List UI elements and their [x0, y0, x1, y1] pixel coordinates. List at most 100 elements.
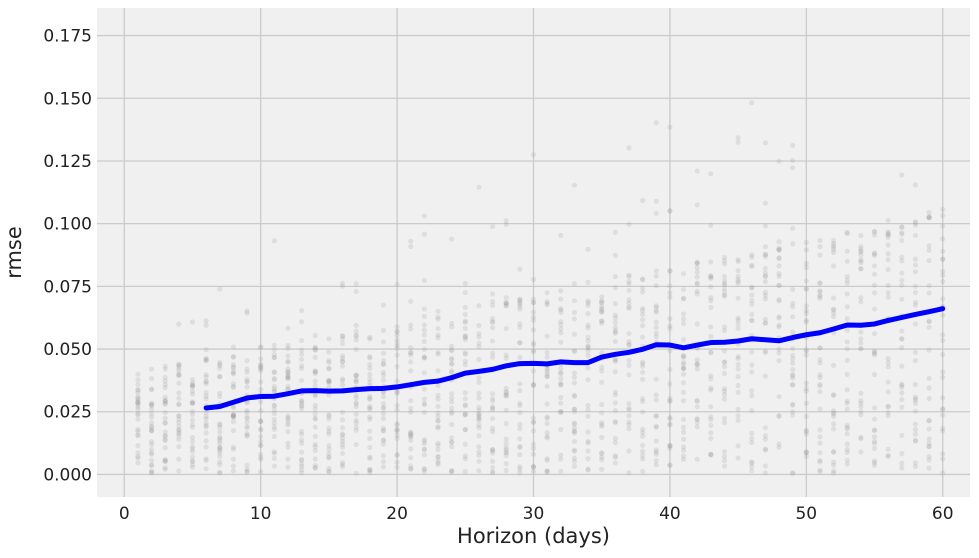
scatter-point — [721, 457, 728, 464]
scatter-point — [817, 440, 823, 446]
scatter-point — [503, 302, 509, 308]
scatter-point — [571, 463, 578, 469]
scatter-point — [667, 416, 673, 422]
scatter-point — [612, 435, 618, 442]
scatter-point — [258, 344, 264, 350]
scatter-point — [926, 426, 932, 432]
scatter-point — [326, 349, 332, 355]
scatter-point — [612, 358, 618, 365]
scatter-point — [244, 469, 250, 475]
scatter-point — [721, 359, 728, 365]
scatter-point — [885, 282, 891, 289]
scatter-point — [299, 428, 305, 435]
scatter-point — [162, 401, 168, 407]
scatter-point — [940, 406, 946, 412]
scatter-point — [421, 370, 427, 376]
scatter-point — [162, 465, 168, 471]
scatter-point — [762, 223, 768, 229]
scatter-point — [803, 453, 809, 459]
scatter-point — [462, 334, 468, 340]
scatter-point — [203, 444, 209, 450]
scatter-point — [380, 372, 387, 378]
scatter-point — [899, 224, 905, 230]
scatter-point — [476, 415, 482, 421]
scatter-point — [694, 360, 700, 366]
scatter-point — [817, 434, 823, 440]
scatter-point — [762, 254, 768, 260]
scatter-point — [708, 324, 714, 330]
scatter-point — [285, 353, 291, 359]
scatter-point — [299, 467, 305, 473]
scatter-point — [203, 372, 209, 378]
scatter-point — [203, 358, 209, 364]
scatter-point — [517, 402, 523, 409]
scatter-point — [244, 308, 250, 314]
scatter-point — [299, 400, 305, 406]
scatter-point — [394, 426, 400, 432]
scatter-point — [503, 445, 509, 451]
scatter-point — [694, 357, 700, 363]
scatter-point — [285, 358, 291, 364]
scatter-point — [394, 390, 400, 396]
scatter-point — [339, 280, 346, 286]
scatter-point — [612, 319, 618, 325]
scatter-point — [189, 319, 196, 325]
scatter-point — [367, 428, 373, 434]
scatter-point — [640, 442, 646, 448]
scatter-point — [162, 394, 168, 400]
scatter-point — [626, 279, 632, 285]
scatter-point — [885, 232, 891, 238]
scatter-point — [653, 449, 659, 455]
scatter-point — [380, 377, 387, 383]
scatter-point — [489, 391, 496, 397]
scatter-point — [585, 466, 591, 472]
scatter-point — [203, 438, 209, 444]
scatter-point — [367, 371, 373, 377]
scatter-point — [721, 292, 728, 298]
scatter-point — [148, 423, 155, 430]
scatter-point — [749, 362, 755, 368]
scatter-point — [530, 419, 537, 426]
scatter-point — [530, 382, 537, 388]
scatter-point — [148, 427, 155, 433]
scatter-point — [339, 353, 346, 359]
scatter-point — [571, 447, 578, 453]
scatter-point — [230, 371, 237, 377]
scatter-point — [176, 423, 182, 429]
scatter-point — [926, 443, 932, 450]
scatter-point — [148, 366, 155, 372]
scatter-point — [326, 366, 332, 372]
scatter-point — [421, 231, 427, 237]
scatter-point — [189, 464, 196, 470]
scatter-point — [721, 293, 728, 299]
scatter-point — [817, 467, 823, 473]
scatter-point — [203, 456, 209, 462]
scatter-point — [530, 382, 537, 388]
scatter-point — [885, 231, 891, 237]
scatter-point — [762, 251, 768, 258]
scatter-point — [176, 368, 182, 374]
scatter-point — [312, 465, 318, 471]
scatter-point — [708, 430, 714, 436]
scatter-point — [803, 413, 809, 419]
scatter-point — [803, 352, 809, 358]
scatter-point — [640, 429, 646, 436]
scatter-point — [885, 234, 891, 240]
scatter-point — [899, 432, 905, 438]
scatter-point — [776, 296, 782, 303]
scatter-point — [626, 273, 632, 280]
scatter-point — [176, 363, 182, 369]
scatter-point — [530, 340, 537, 346]
scatter-point — [858, 390, 864, 396]
scatter-point — [435, 368, 441, 374]
scatter-point — [189, 438, 196, 445]
scatter-point — [462, 427, 468, 433]
scatter-point — [626, 305, 632, 311]
scatter-point — [599, 305, 605, 312]
scatter-point — [667, 395, 673, 402]
scatter-point — [367, 454, 373, 460]
scatter-point — [721, 415, 728, 421]
scatter-point — [571, 182, 578, 188]
scatter-point — [394, 281, 400, 287]
scatter-point — [830, 392, 837, 398]
